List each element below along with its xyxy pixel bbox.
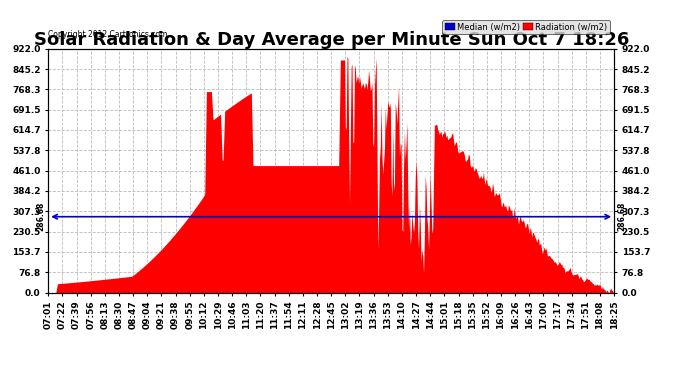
Title: Solar Radiation & Day Average per Minute Sun Oct 7 18:26: Solar Radiation & Day Average per Minute… <box>34 31 629 49</box>
Text: 286.68: 286.68 <box>37 202 46 231</box>
Text: 286.68: 286.68 <box>617 202 626 231</box>
Legend: Median (w/m2), Radiation (w/m2): Median (w/m2), Radiation (w/m2) <box>442 20 610 34</box>
Text: Copyright 2012 Cartronics.com: Copyright 2012 Cartronics.com <box>48 30 168 39</box>
